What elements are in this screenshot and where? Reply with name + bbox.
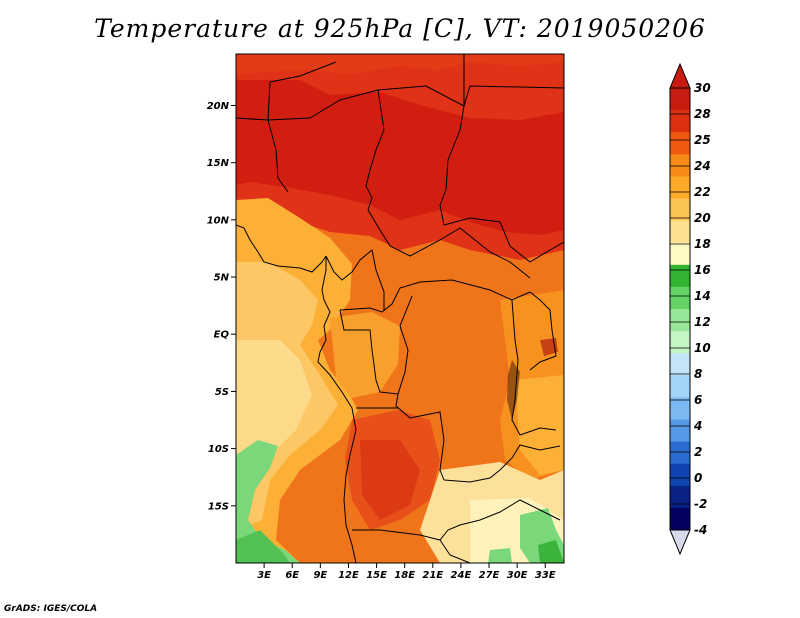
colorbar-swatch [670, 331, 690, 354]
colorbar-label: 6 [694, 393, 702, 407]
colorbar-label: 22 [694, 185, 711, 199]
colorbar-swatch [670, 397, 690, 420]
colorbar-swatch [670, 353, 690, 376]
grads-credit: GrADS: IGES/COLA [4, 604, 98, 614]
colorbar-swatch [670, 485, 690, 509]
colorbar-swatch [670, 88, 690, 111]
lon-tick-label: 33E [535, 570, 556, 581]
colorbar-label: 10 [694, 341, 711, 355]
colorbar-swatch [670, 242, 690, 266]
colorbar-swatch [670, 198, 690, 221]
lat-tick-label: 10S [208, 444, 229, 455]
lat-tick-label: 10N [207, 215, 230, 226]
colorbar-label: 30 [694, 81, 711, 95]
colorbar-swatch [670, 441, 690, 465]
temperature-field [236, 54, 564, 563]
lon-tick-label: 24E [451, 570, 472, 581]
latitude-axis: 20N 15N 10N 5N EQ 5S 10S 15S [207, 101, 236, 512]
colorbar-label: 0 [694, 471, 702, 485]
lat-tick-label: 5S [215, 387, 229, 398]
colorbar-label: 24 [694, 159, 711, 173]
lon-tick-label: 9E [313, 570, 327, 581]
lon-tick-label: 27E [479, 570, 500, 581]
lat-tick-label: 5N [214, 273, 230, 284]
colorbar-swatch [670, 507, 690, 531]
colorbar-swatch [670, 176, 690, 199]
colorbar-swatch [670, 110, 690, 133]
colorbar-label: 14 [694, 289, 711, 303]
lat-tick-label: 15S [208, 501, 229, 512]
colorbar-bottom-arrow [669, 529, 691, 556]
colorbar-top-arrow [669, 62, 691, 89]
colorbar-swatch [670, 286, 690, 310]
colorbar-swatch [670, 419, 690, 442]
colorbar-label: 8 [694, 367, 702, 381]
colorbar-swatch [670, 375, 690, 398]
colorbar-label: 20 [694, 211, 711, 225]
lat-tick-label: 15N [207, 158, 230, 169]
colorbar-label: 4 [693, 419, 702, 433]
colorbar-swatch [670, 132, 690, 155]
colorbar-label: -2 [694, 497, 707, 511]
colorbar-label: 16 [694, 263, 711, 277]
colorbar-label: 12 [694, 315, 711, 329]
colorbar-label: 2 [694, 445, 702, 459]
colorbar-swatch [670, 154, 690, 177]
lon-tick-label: 18E [394, 570, 415, 581]
lat-tick-label: 20N [207, 101, 230, 112]
longitude-axis: 3E 6E 9E 12E 15E 18E 21E 24E 27E 30E 33E [257, 563, 556, 581]
country-borders [236, 54, 564, 563]
colorbar-label: 18 [694, 237, 711, 251]
colorbar-label: -4 [694, 523, 707, 537]
colorbar-label: 28 [694, 107, 711, 121]
colorbar-swatch [670, 463, 690, 487]
lon-tick-label: 6E [285, 570, 299, 581]
lon-tick-label: 15E [366, 570, 387, 581]
colorbar-swatch [670, 220, 690, 244]
colorbar-label: 25 [694, 133, 711, 147]
lon-tick-label: 3E [257, 570, 271, 581]
lon-tick-label: 21E [422, 570, 443, 581]
map-title: Temperature at 925hPa [C], VT: 201905020… [94, 14, 706, 43]
lat-tick-label: EQ [214, 330, 230, 341]
colorbar-swatch [670, 309, 690, 332]
colorbar-swatch [670, 264, 690, 288]
lon-tick-label: 30E [507, 570, 528, 581]
lon-tick-label: 12E [338, 570, 359, 581]
map-frame [235, 53, 565, 564]
